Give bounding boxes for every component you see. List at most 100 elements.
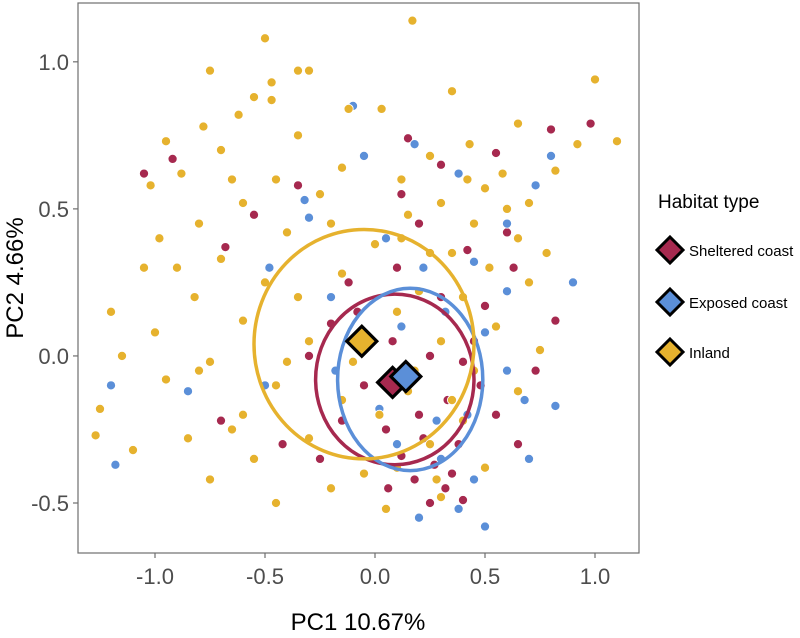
- inland-point: [435, 492, 447, 503]
- inland-point: [160, 136, 172, 147]
- inland-point: [541, 247, 552, 259]
- sheltered-coast-point: [413, 218, 425, 229]
- sheltered-coast-point: [462, 245, 473, 256]
- x-axis: -1.0 -0.5 0.0 0.5 1.0: [136, 553, 610, 589]
- exposed-coast-point: [110, 459, 121, 470]
- inland-point: [215, 253, 227, 264]
- inland-point: [376, 103, 387, 114]
- legend-label-exposed-coast: Exposed coast: [689, 295, 788, 312]
- inland-point: [193, 218, 205, 229]
- inland-point: [435, 336, 447, 347]
- exposed-coast-point: [409, 139, 420, 150]
- exposed-coast-point: [396, 321, 407, 332]
- legend-label-inland: Inland: [689, 345, 730, 362]
- inland-point: [424, 150, 436, 161]
- inland-point: [374, 409, 385, 420]
- exposed-coast-point: [468, 256, 480, 267]
- exposed-coast-point: [299, 195, 310, 206]
- inland-centroid-diamond: [344, 323, 380, 359]
- inland-point: [171, 262, 183, 273]
- inland-point: [424, 439, 436, 450]
- inland-point: [407, 15, 418, 26]
- plot-panel: [77, 2, 640, 554]
- sheltered-coast-point: [220, 242, 231, 253]
- legend: Habitat type Sheltered coast Exposed coas…: [654, 192, 794, 368]
- exposed-coast-point: [523, 453, 535, 464]
- sheltered-coast-point: [545, 124, 557, 135]
- inland-point: [154, 233, 165, 244]
- inland-point: [336, 162, 348, 173]
- y-tick-label: 0.0: [38, 344, 69, 369]
- inland-point: [281, 227, 293, 238]
- sheltered-coast-point: [479, 300, 491, 311]
- inland-point: [281, 356, 293, 367]
- inland-point: [270, 174, 282, 185]
- inland-point: [523, 277, 535, 288]
- inland-point: [248, 92, 260, 103]
- inland-point: [292, 292, 304, 303]
- inland-point: [490, 321, 502, 332]
- legend-key-sheltered-coast: [654, 234, 686, 266]
- sheltered-coast-point: [314, 453, 326, 464]
- inland-point: [292, 130, 304, 141]
- y-axis-title: PC2 4.66%: [2, 217, 29, 338]
- inland-point: [266, 95, 277, 106]
- sheltered-coast-point: [457, 356, 469, 367]
- inland-point: [402, 209, 414, 220]
- inland-point: [233, 109, 244, 120]
- inland-point: [149, 327, 161, 338]
- inland-point: [589, 74, 601, 85]
- exposed-coast-point: [264, 262, 275, 273]
- x-tick-label: -0.5: [246, 564, 284, 589]
- inland-point: [266, 77, 277, 88]
- x-tick-label: 1.0: [580, 564, 611, 589]
- inland-point: [94, 403, 106, 414]
- inland-point: [431, 474, 442, 485]
- sheltered-coast-point: [380, 424, 392, 435]
- inland-point: [464, 139, 475, 150]
- inland-point: [176, 168, 187, 179]
- inland-point: [193, 365, 205, 376]
- exposed-coast-point: [501, 218, 513, 229]
- sheltered-coast-point: [303, 350, 315, 361]
- inland-point: [204, 474, 216, 485]
- inland-point: [336, 268, 348, 279]
- sheltered-coast-point: [215, 415, 227, 426]
- inland-point: [198, 121, 209, 132]
- sheltered-coast-point: [435, 159, 447, 170]
- sheltered-coast-point: [512, 439, 524, 450]
- inland-point: [358, 468, 370, 479]
- inland-point: [446, 86, 458, 97]
- inland-point: [303, 336, 315, 347]
- inland-point: [462, 174, 473, 185]
- x-tick-label: 0.0: [360, 564, 391, 589]
- inland-point: [292, 65, 304, 76]
- sheltered-coast-point: [490, 147, 502, 159]
- exposed-coast-point: [453, 168, 464, 179]
- inland-point: [248, 453, 260, 464]
- exposed-coast-point: [501, 365, 513, 376]
- inland-point: [611, 136, 623, 147]
- inland-point: [512, 386, 524, 397]
- inland-point: [204, 356, 216, 367]
- sheltered-coast-point: [391, 262, 403, 273]
- sheltered-coast-point: [508, 262, 519, 273]
- inland-point: [325, 218, 337, 229]
- sheltered-coast-point: [440, 483, 451, 494]
- inland-point: [512, 233, 524, 244]
- x-tick-label: -1.0: [136, 564, 174, 589]
- inland-point: [396, 174, 407, 185]
- inland-point: [391, 306, 403, 317]
- inland-point: [479, 183, 491, 194]
- inland-point: [127, 445, 139, 456]
- inland-point: [446, 395, 458, 406]
- y-tick-label: -0.5: [31, 491, 69, 516]
- inland-point: [468, 218, 480, 229]
- inland-point: [105, 306, 117, 317]
- sheltered-coast-point: [409, 474, 420, 485]
- x-tick-label: 0.5: [470, 564, 501, 589]
- inland-point: [534, 345, 546, 356]
- inland-point: [160, 374, 172, 385]
- exposed-coast-point: [418, 262, 429, 273]
